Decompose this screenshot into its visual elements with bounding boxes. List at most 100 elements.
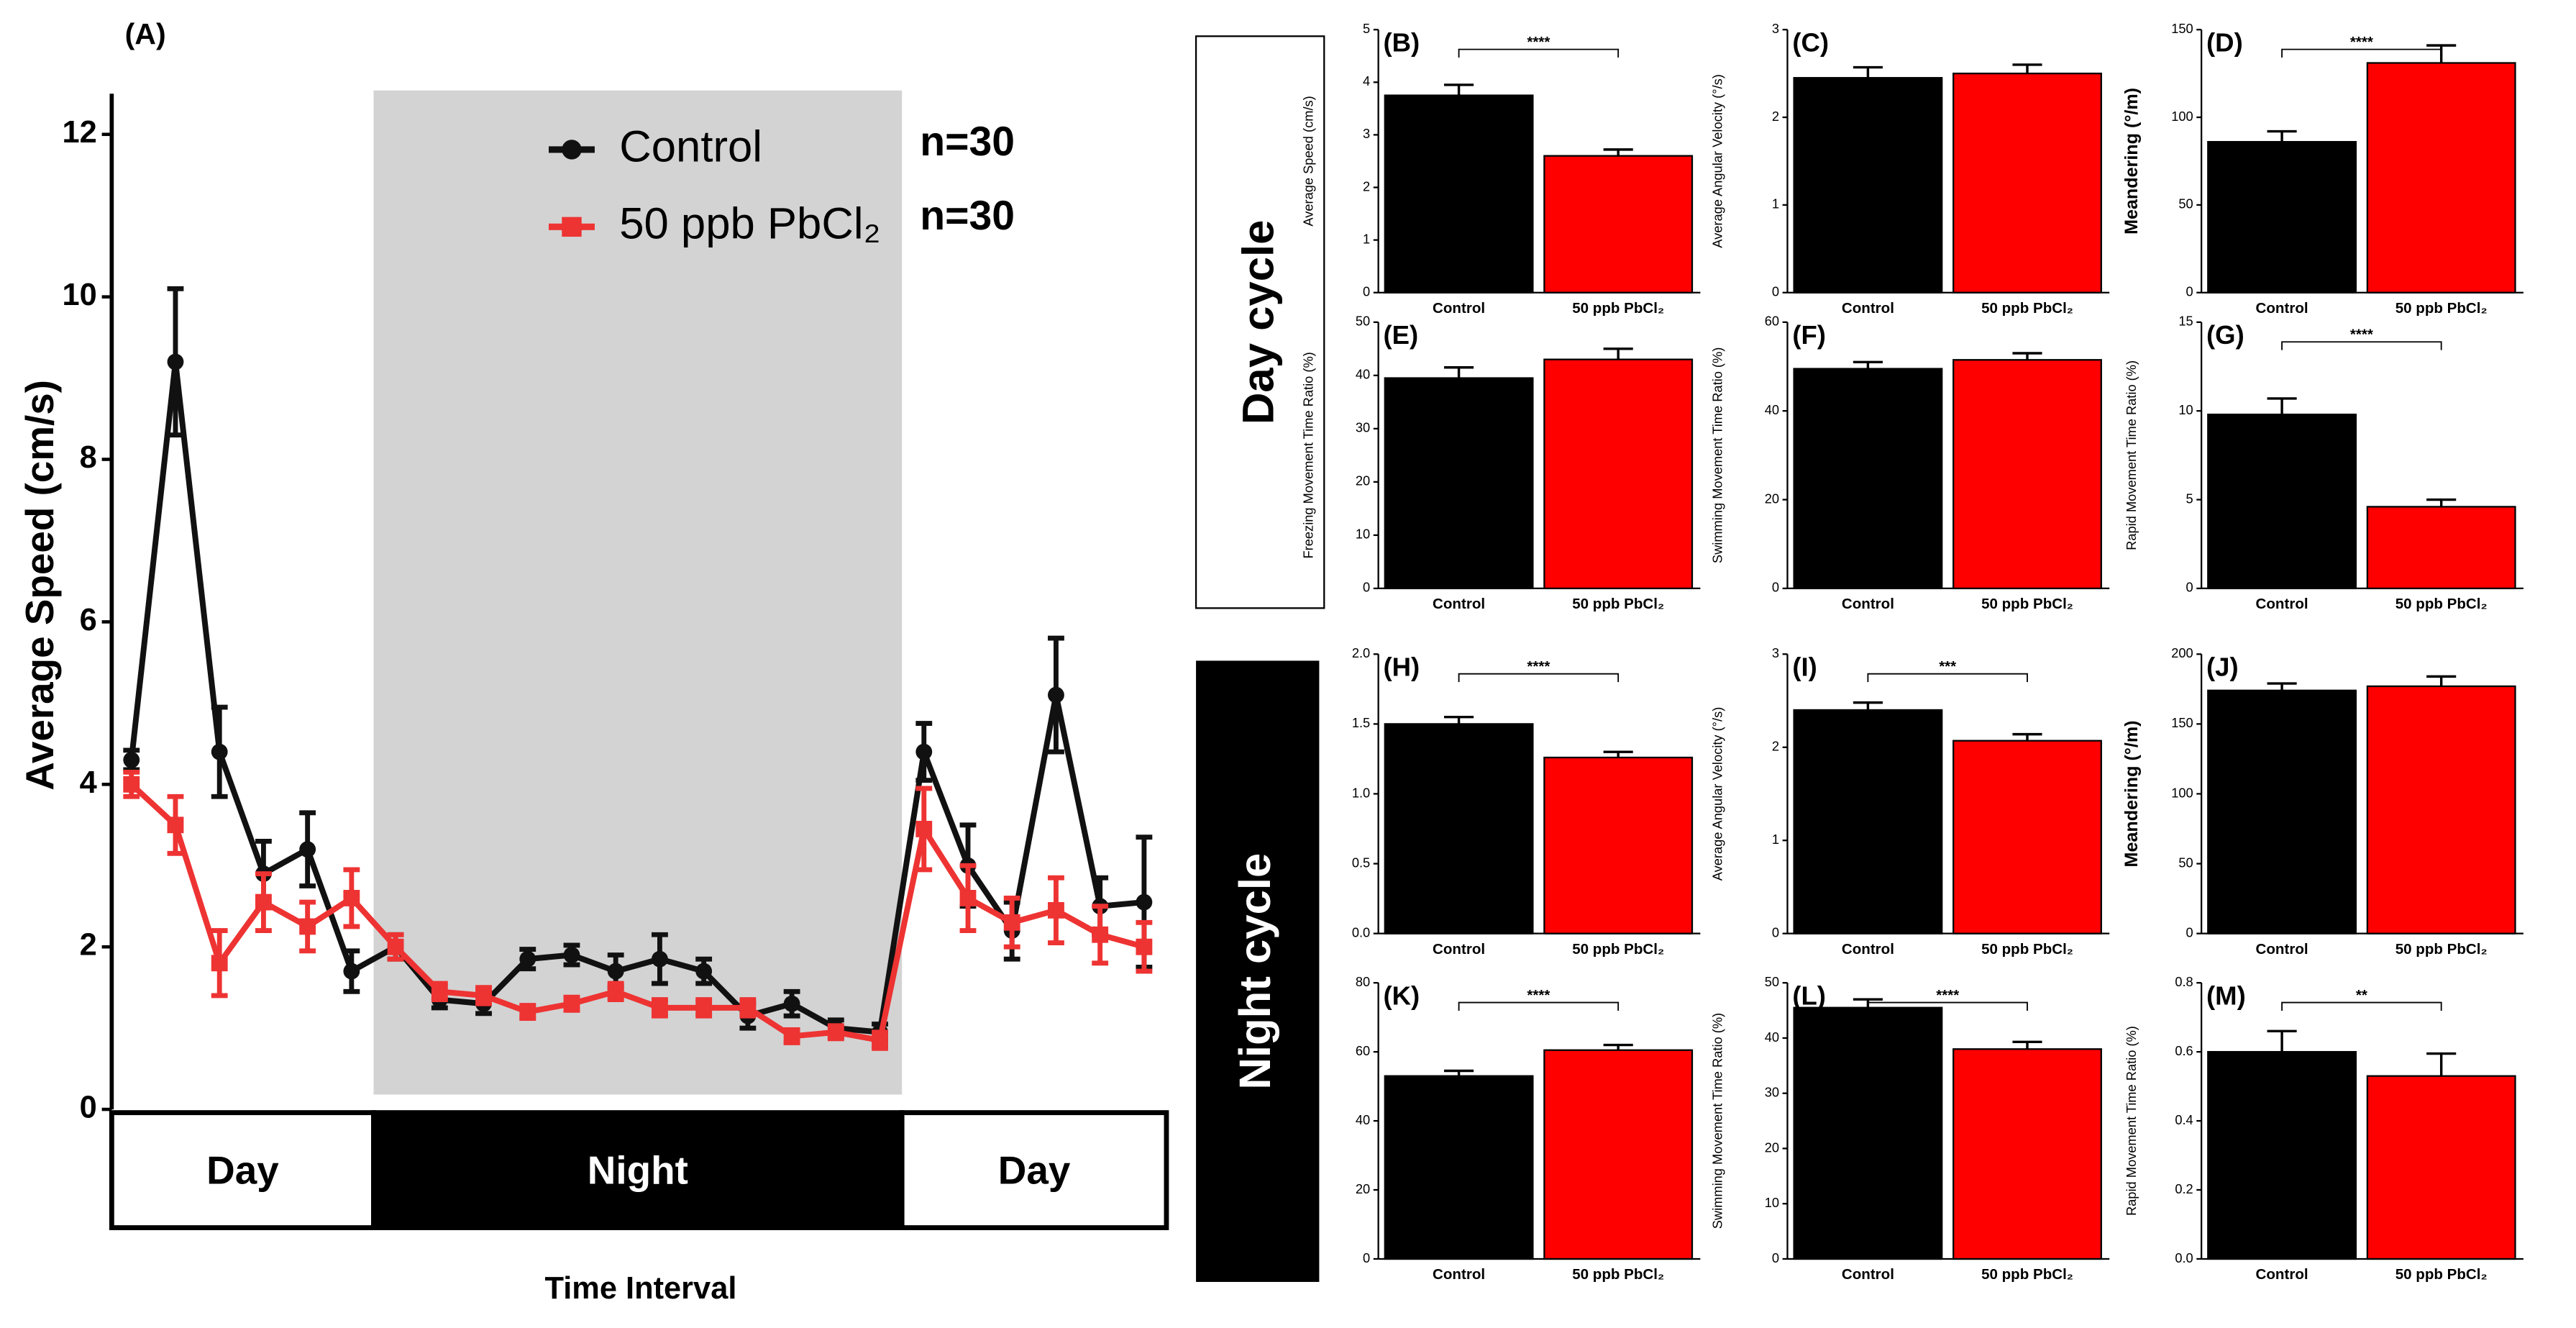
annotation: n=30 xyxy=(920,193,1015,239)
y-tick-label: 10 xyxy=(1765,1195,1779,1210)
y-tick-label: 2 xyxy=(1772,739,1779,754)
x-tick-label: 50 ppb PbCl₂ xyxy=(1981,596,2073,612)
period-band xyxy=(371,1110,905,1230)
x-tick-label: 50 ppb PbCl₂ xyxy=(1572,596,1664,612)
panel-title: (H) xyxy=(1383,652,1420,682)
legend-marker xyxy=(562,217,582,237)
point xyxy=(167,817,184,834)
y-tick-label: 0 xyxy=(2186,284,2193,299)
y-axis-label: Freezing Movement Time Ratio (%) xyxy=(1301,1017,1316,1224)
point xyxy=(211,743,228,760)
bar xyxy=(1384,723,1534,934)
night-cycle-label: Night cycle xyxy=(1230,853,1280,1090)
panel-title: (I) xyxy=(1792,652,1817,682)
panel-title: (J) xyxy=(2206,652,2239,682)
bar xyxy=(1952,1048,2102,1260)
y-tick-label: 40 xyxy=(1356,367,1370,382)
y-tick-label: 0.0 xyxy=(2175,1250,2193,1265)
x-tick-label: Control xyxy=(1433,596,1485,612)
panel-title: (D) xyxy=(2206,27,2243,57)
bar xyxy=(2366,62,2516,294)
error-bar xyxy=(1444,1069,1474,1076)
y-tick-label: 0 xyxy=(1772,580,1779,595)
y-tick-label: 0.8 xyxy=(2175,974,2193,989)
x-tick-label: 50 ppb PbCl₂ xyxy=(1572,300,1664,317)
error-bar xyxy=(2012,63,2042,74)
point xyxy=(827,1024,844,1041)
panel-title: (L) xyxy=(1792,981,1826,1010)
x-tick-label: Control xyxy=(2256,300,2308,317)
error-bar xyxy=(2267,397,2297,415)
y-tick-label: 40 xyxy=(1356,1112,1370,1127)
legend-marker xyxy=(562,140,582,160)
error-bar xyxy=(1444,715,1474,724)
bar xyxy=(1793,368,1943,590)
legend-label: Control xyxy=(619,122,762,171)
significance-label: **** xyxy=(1527,658,1550,675)
y-axis-label: Average Speed (cm/s) xyxy=(1301,729,1316,859)
y-tick-label: 30 xyxy=(1356,420,1370,435)
y-tick-label: 30 xyxy=(1765,1085,1779,1100)
y-tick-label: 12 xyxy=(63,115,97,150)
y-tick-label: 2 xyxy=(1363,178,1370,194)
bar xyxy=(2366,685,2516,934)
bar xyxy=(2207,1050,2357,1260)
y-tick-label: 0.2 xyxy=(2175,1181,2193,1196)
x-tick-label: Control xyxy=(2256,596,2308,612)
error-bar xyxy=(2426,675,2457,686)
y-tick-label: 50 xyxy=(1765,974,1779,989)
error-bar xyxy=(1603,148,1633,156)
point xyxy=(475,987,492,1004)
y-axis-label: Freezing Movement Time Ratio (%) xyxy=(1301,352,1316,558)
y-tick-label: 3 xyxy=(1772,21,1779,36)
error-bar xyxy=(2012,1040,2042,1050)
panel-title: (K) xyxy=(1383,981,1420,1010)
error-bar xyxy=(1444,366,1474,378)
y-tick-label: 5 xyxy=(1363,21,1370,36)
y-tick-label: 2.0 xyxy=(1352,645,1370,660)
y-axis-label: Average Angular Velocity (°/s) xyxy=(1709,74,1725,248)
y-tick-label: 0 xyxy=(2186,924,2193,940)
significance-bracket xyxy=(2281,48,2442,58)
point xyxy=(343,963,360,980)
point xyxy=(695,963,713,980)
y-axis-label: Average Speed (cm/s) xyxy=(1301,96,1316,226)
period-label: Night xyxy=(588,1148,688,1193)
y-tick-label: 0 xyxy=(1772,924,1779,940)
point xyxy=(607,983,624,1000)
significance-label: *** xyxy=(1939,658,1956,675)
y-tick-label: 4 xyxy=(1363,73,1370,88)
y-tick-label: 8 xyxy=(80,440,97,475)
x-tick-label: 50 ppb PbCl₂ xyxy=(2395,300,2488,317)
error-bar xyxy=(2426,1052,2457,1076)
point xyxy=(563,947,580,963)
point xyxy=(211,955,228,972)
point xyxy=(1136,938,1153,955)
point xyxy=(783,995,800,1012)
x-tick-label: Control xyxy=(1433,941,1485,958)
error-bar xyxy=(1853,65,1883,78)
point xyxy=(519,1004,536,1020)
bar xyxy=(1793,1006,1943,1260)
period-label: Day xyxy=(206,1148,279,1193)
x-tick-label: 50 ppb PbCl₂ xyxy=(2395,941,2488,958)
bar xyxy=(1543,155,1694,294)
y-axis-label: Average Angular Velocity (°/s) xyxy=(1709,707,1725,881)
y-tick-label: 60 xyxy=(1356,1043,1370,1058)
panel-title: (B) xyxy=(1383,27,1420,57)
error-bar xyxy=(2012,732,2042,741)
panel-title: (E) xyxy=(1383,320,1418,350)
significance-bracket xyxy=(1867,1001,2028,1011)
x-tick-label: Control xyxy=(1842,300,1894,317)
y-tick-label: 0 xyxy=(1363,1250,1370,1265)
bar xyxy=(2366,1075,2516,1260)
period-band xyxy=(899,1110,1169,1230)
significance-bracket xyxy=(1458,48,1620,58)
y-tick-label: 50 xyxy=(2178,196,2193,212)
point xyxy=(123,752,140,768)
y-tick-label: 0.5 xyxy=(1352,855,1370,870)
x-tick-label: 50 ppb PbCl₂ xyxy=(1981,1266,2073,1283)
bar xyxy=(1952,740,2102,934)
y-tick-label: 0 xyxy=(1772,1250,1779,1265)
